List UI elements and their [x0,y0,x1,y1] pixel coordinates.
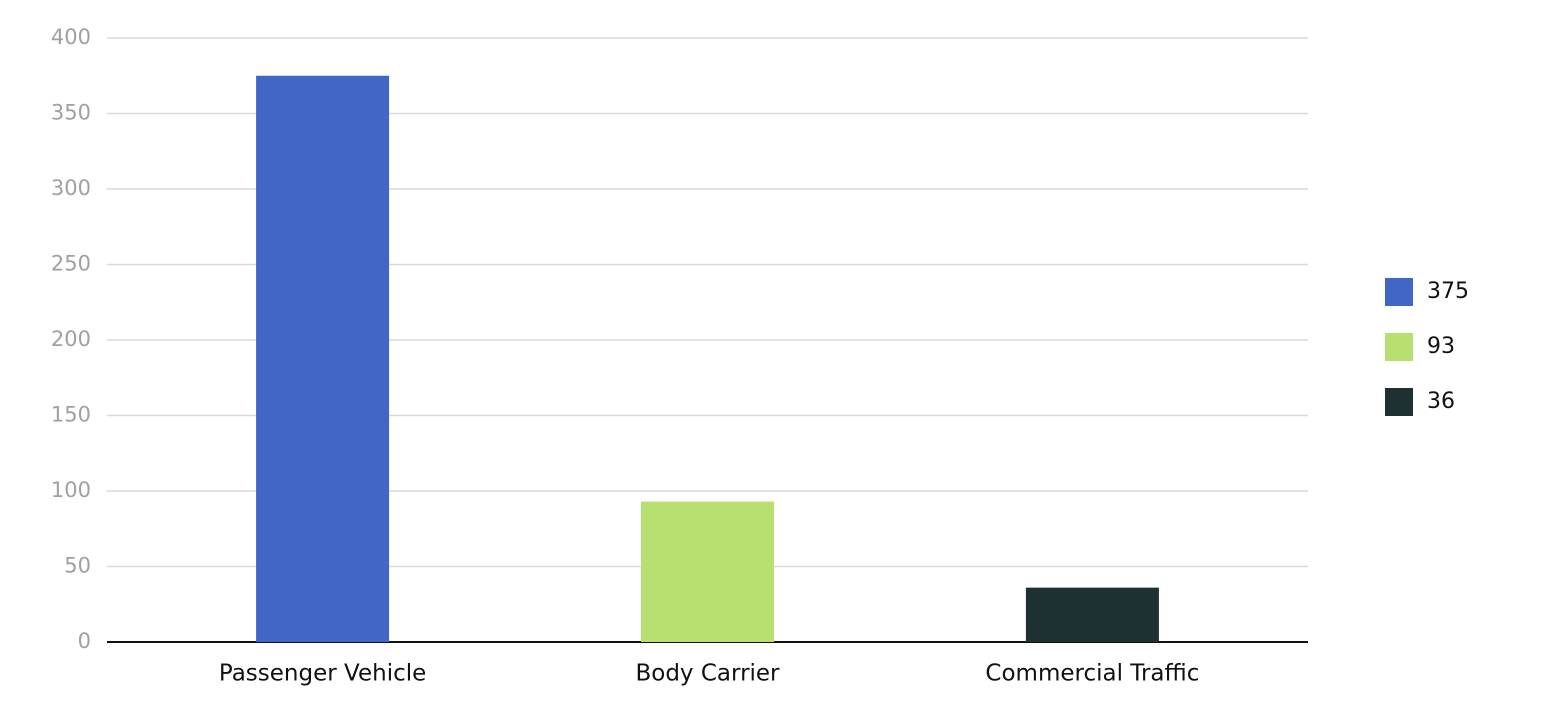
x-tick-label: Body Carrier [635,661,780,687]
y-tick-label: 150 [51,403,91,427]
legend-swatch [1385,388,1413,416]
legend-swatch [1385,333,1413,361]
y-tick-label: 300 [51,176,91,200]
legend-label: 36 [1427,389,1455,414]
y-tick-label: 250 [51,252,91,276]
y-tick-label: 50 [64,554,91,578]
y-tick-label: 0 [78,629,91,653]
y-tick-label: 350 [51,101,91,125]
bar [1025,587,1159,642]
legend-swatch [1385,278,1413,306]
y-tick-label: 200 [51,327,91,351]
bar [641,501,774,642]
y-tick-label: 100 [51,478,91,502]
legend-label: 93 [1427,334,1455,359]
bar [256,75,390,642]
y-tick-label: 400 [51,25,91,49]
legend-label: 375 [1427,279,1469,304]
x-tick-label: Passenger Vehicle [219,661,426,687]
x-tick-label: Commercial Traffic [985,661,1199,687]
